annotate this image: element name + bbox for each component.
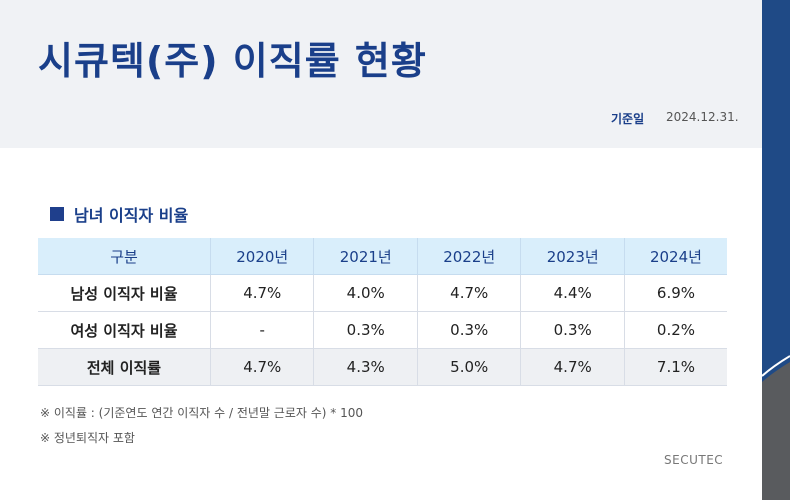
basis-date-value: 2024.12.31.	[666, 110, 739, 124]
table-cell: -	[209, 311, 314, 349]
column-header: 2020년	[209, 238, 314, 275]
table-cell: 4.7%	[520, 348, 625, 386]
section-heading: 남녀 이직자 비율	[50, 202, 188, 226]
table-cell: 4.7%	[209, 274, 314, 312]
column-header: 2022년	[416, 238, 521, 275]
turnover-table: 구분 2020년 2021년 2022년 2023년 2024년 남성 이직자 …	[38, 238, 727, 386]
footer-brand: SECUTEC	[664, 453, 724, 467]
table-cell: 4.7%	[209, 348, 314, 386]
section-heading-text: 남녀 이직자 비율	[74, 206, 189, 225]
basis-date-label: 기준일	[611, 112, 645, 126]
table-cell: 0.3%	[520, 311, 625, 349]
column-header: 2023년	[520, 238, 625, 275]
column-header: 2021년	[313, 238, 418, 275]
table-cell: 4.0%	[313, 274, 418, 312]
table-cell: 0.3%	[313, 311, 418, 349]
square-bullet-icon	[50, 207, 64, 221]
footnote-retirement: ※ 정년퇴직자 포함	[40, 431, 135, 445]
table-row: 여성 이직자 비율 - 0.3% 0.3% 0.3% 0.2%	[38, 311, 727, 349]
table-cell: 4.3%	[313, 348, 418, 386]
table-cell: 6.9%	[623, 274, 727, 312]
table-row-total: 전체 이직률 4.7% 4.3% 5.0% 4.7% 7.1%	[38, 348, 727, 386]
column-header: 2024년	[623, 238, 727, 275]
table-cell: 0.3%	[416, 311, 521, 349]
column-header: 구분	[38, 238, 211, 275]
table-row: 남성 이직자 비율 4.7% 4.0% 4.7% 4.4% 6.9%	[38, 274, 727, 312]
table-cell: 4.7%	[416, 274, 521, 312]
row-label: 여성 이직자 비율	[70, 321, 178, 340]
side-decoration	[762, 0, 790, 500]
page-title: 시큐텍(주) 이직률 현황	[38, 39, 427, 83]
table-cell: 4.4%	[520, 274, 625, 312]
footnote-formula: ※ 이직률 : (기준연도 연간 이직자 수 / 전년말 근로자 수) * 10…	[40, 406, 363, 420]
table-cell: 5.0%	[416, 348, 521, 386]
table-header-row: 구분 2020년 2021년 2022년 2023년 2024년	[38, 238, 727, 275]
table-cell: 7.1%	[623, 348, 727, 386]
header-band	[0, 0, 762, 148]
row-label: 남성 이직자 비율	[70, 284, 178, 303]
table-cell: 0.2%	[623, 311, 727, 349]
row-label: 전체 이직률	[38, 348, 211, 386]
